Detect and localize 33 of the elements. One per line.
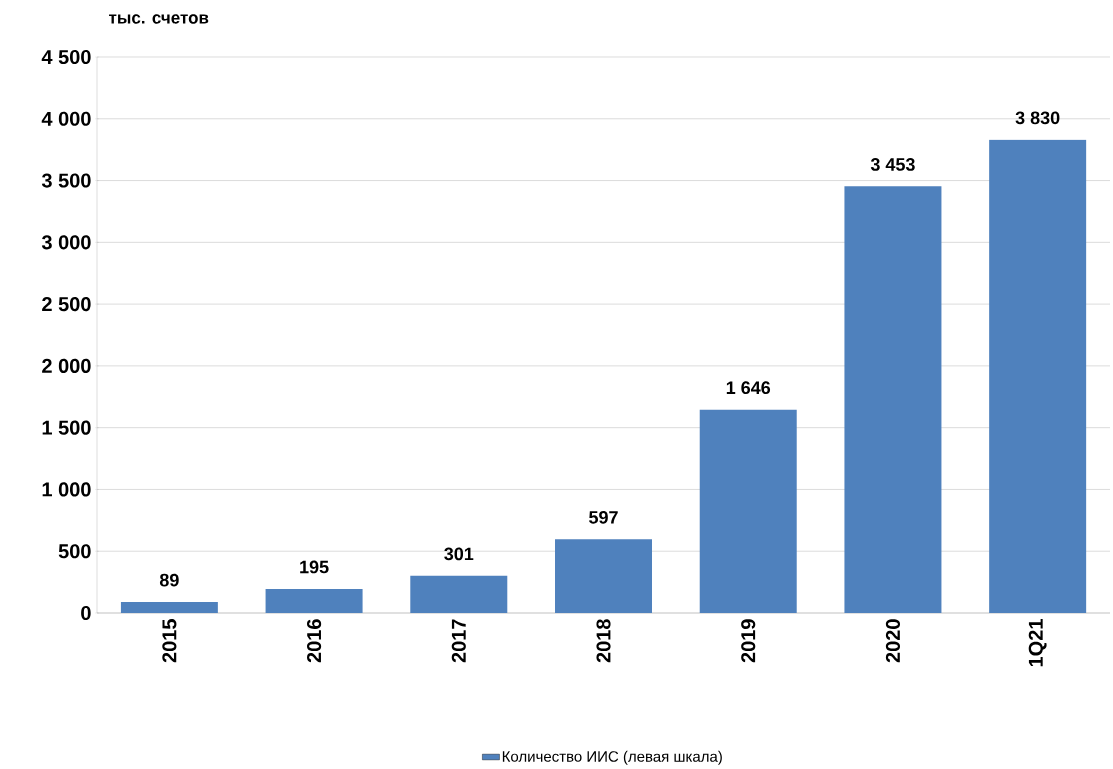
y-tick-label: 1 500	[42, 420, 91, 435]
x-tick-label: 2015	[162, 619, 177, 663]
y-tick-label: 1 000	[42, 482, 91, 497]
y-tick-label: 0	[81, 605, 91, 621]
x-tick-label: 2017	[451, 619, 466, 663]
y-tick-label: 4 500	[41, 49, 91, 65]
bar	[410, 575, 508, 613]
x-tick-label: 2018	[596, 619, 611, 663]
data-label: 3 830	[1015, 111, 1060, 125]
bar	[120, 602, 218, 613]
x-tick-label: 2020	[885, 619, 901, 663]
data-label: 1 646	[726, 381, 771, 395]
y-tick-label: 500	[58, 544, 91, 559]
data-label: 301	[444, 547, 474, 561]
legend-label: Количество ИИС (левая шкала)	[502, 750, 722, 765]
x-tick-label: 2019	[741, 619, 756, 663]
data-label: 195	[300, 560, 329, 574]
y-tick-label: 3 000	[41, 235, 91, 250]
data-label: 89	[159, 573, 179, 587]
x-tick-label: 2016	[307, 619, 322, 663]
y-tick-label: 4 000	[41, 111, 91, 126]
data-label: 3 453	[870, 158, 915, 171]
data-label: 597	[589, 510, 618, 524]
x-tick-label: 1Q21	[1028, 619, 1047, 667]
bar	[265, 588, 363, 613]
y-tick-label: 2 000	[42, 358, 91, 373]
bar	[844, 186, 942, 613]
bar	[989, 139, 1087, 613]
bar	[699, 409, 797, 613]
y-tick-label: 3 500	[41, 173, 91, 188]
y-tick-label: 2 500	[42, 297, 91, 312]
bar	[555, 539, 653, 613]
y-axis-title: тыс. счетов	[109, 14, 209, 24]
